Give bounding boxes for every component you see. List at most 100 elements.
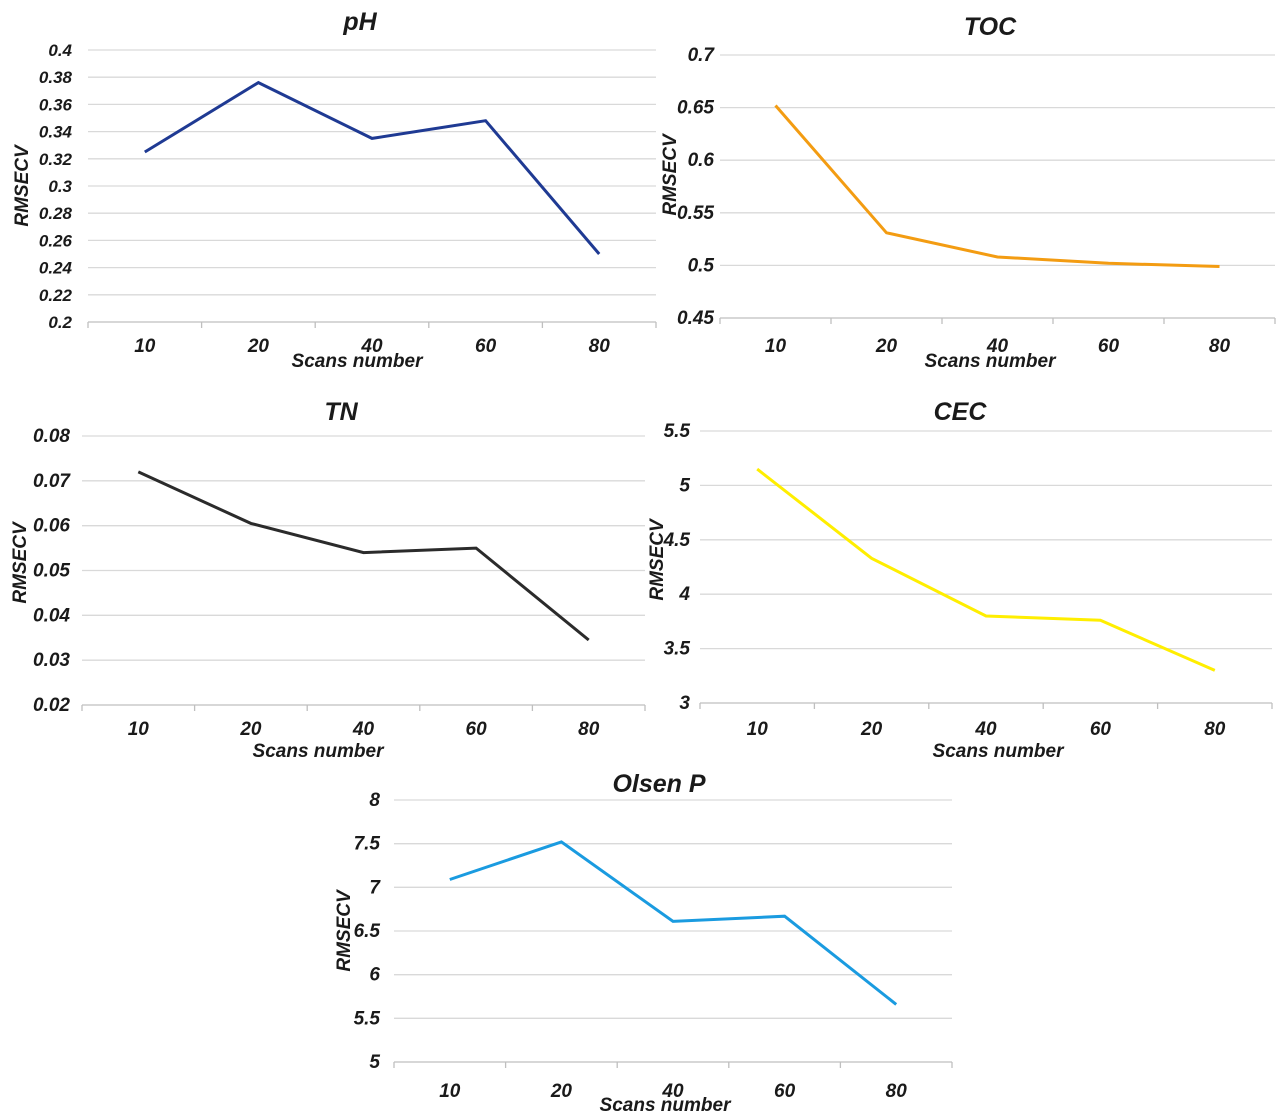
ph-x-tick-label: 40 — [360, 336, 383, 357]
tn-y-tick-label: 0.03 — [33, 650, 70, 671]
cec-x-axis-title: Scans number — [933, 741, 1066, 762]
ph-data-point — [257, 81, 260, 84]
ph-data-point — [371, 137, 374, 140]
ph-y-tick-label: 0.22 — [39, 286, 73, 305]
cec-data-point — [756, 468, 759, 471]
ph-x-axis-title: Scans number — [292, 351, 425, 372]
olsen-p-x-tick-label: 10 — [439, 1081, 461, 1102]
cec-y-tick-label: 4 — [678, 584, 690, 605]
olsen-p-data-point — [448, 878, 451, 881]
ph-data-point — [484, 119, 487, 122]
ph-rmsecv-line — [144, 80, 601, 255]
ph-y-tick-label: 0.34 — [39, 123, 73, 142]
cec-data-point — [1099, 619, 1102, 622]
ph-y-tick-label: 0.26 — [39, 231, 73, 250]
olsen-p-y-tick-label: 6.5 — [354, 921, 381, 942]
ph-x-tick-label: 80 — [589, 336, 611, 357]
cec-x-tick-label: 60 — [1090, 719, 1112, 740]
toc-y-tick-label: 0.6 — [688, 150, 715, 171]
toc-y-tick-label: 0.65 — [677, 98, 714, 119]
toc-chart-panel: 0.45 0.5 0.55 0.6 0.65 0.7 10 20 40 60 80 TOC Scans … — [660, 13, 1276, 372]
olsen-p-y-tick-label: 5.5 — [354, 1008, 381, 1029]
ph-chart-title: pH — [342, 8, 377, 36]
olsen-p-y-tick-label: 5 — [369, 1052, 380, 1073]
olsen-p-x-tick-label: 60 — [774, 1081, 796, 1102]
olsen-p-data-point — [895, 1003, 898, 1006]
tn-x-tick-label: 20 — [239, 719, 262, 740]
tn-x-tick-label: 80 — [578, 719, 600, 740]
cec-y-tick-label: 3.5 — [664, 639, 691, 660]
olsen-p-rmsecv-line — [449, 840, 898, 1006]
ph-x-tick-label: 60 — [475, 336, 497, 357]
olsen-p-x-tick-label: 40 — [661, 1081, 684, 1102]
tn-y-tick-label: 0.08 — [33, 426, 70, 447]
toc-data-point — [996, 255, 999, 258]
cec-y-tick-label: 4.5 — [663, 530, 691, 551]
toc-x-tick-label: 80 — [1209, 336, 1231, 357]
ph-y-tick-label: 0.4 — [48, 41, 72, 60]
toc-y-tick-label: 0.45 — [677, 308, 714, 329]
cec-chart-panel: 3 3.5 4 4.5 5 5.5 10 20 40 60 80 CEC Scans number RMS… — [647, 398, 1273, 762]
tn-chart-title: TN — [324, 398, 358, 426]
olsen-p-y-tick-label: 7 — [369, 877, 381, 898]
ph-y-tick-label: 0.24 — [39, 259, 73, 278]
olsen-p-y-tick-label: 8 — [369, 790, 380, 811]
tn-data-point — [587, 638, 590, 641]
toc-x-tick-label: 60 — [1098, 336, 1120, 357]
tn-data-point — [137, 470, 140, 473]
toc-x-axis-title: Scans number — [925, 351, 1058, 372]
toc-chart-title: TOC — [964, 13, 1017, 41]
toc-rmsecv-line — [774, 104, 1220, 268]
cec-x-tick-label: 40 — [974, 719, 997, 740]
olsen-p-data-point — [672, 920, 675, 923]
tn-x-tick-label: 60 — [466, 719, 488, 740]
cec-x-tick-label: 80 — [1204, 719, 1226, 740]
tn-y-tick-label: 0.02 — [33, 695, 70, 716]
toc-y-tick-label: 0.5 — [688, 255, 715, 276]
ph-x-tick-label: 20 — [247, 336, 270, 357]
toc-y-tick-label: 0.7 — [688, 45, 716, 66]
tn-x-tick-label: 10 — [128, 719, 150, 740]
olsen-p-y-tick-label: 7.5 — [354, 834, 381, 855]
cec-rmsecv-line — [756, 467, 1216, 672]
toc-data-point — [885, 231, 888, 234]
ph-y-tick-label: 0.28 — [39, 204, 73, 223]
tn-y-tick-label: 0.04 — [33, 605, 70, 626]
ph-data-point — [143, 151, 146, 154]
tn-y-axis-title: RMSECV — [10, 521, 31, 604]
cec-y-tick-label: 5.5 — [664, 421, 691, 442]
tn-data-point — [475, 547, 478, 550]
toc-y-axis-title: RMSECV — [660, 133, 681, 216]
cec-y-tick-label: 3 — [679, 693, 690, 714]
ph-y-tick-label: 0.36 — [39, 95, 73, 114]
olsen-p-chart-title: Olsen P — [612, 770, 705, 798]
tn-y-tick-label: 0.05 — [33, 561, 70, 582]
tn-x-axis-title: Scans number — [253, 741, 386, 762]
ph-y-tick-label: 0.32 — [39, 150, 73, 169]
olsen-p-x-tick-label: 20 — [550, 1081, 573, 1102]
toc-y-tick-label: 0.55 — [677, 203, 714, 224]
ph-data-point — [598, 253, 601, 256]
olsen-p-chart-panel: 5 5.5 6 6.5 7 7.5 8 10 20 40 60 80 Olsen P Scans numb… — [334, 770, 953, 1115]
olsen-p-y-tick-label: 6 — [369, 965, 380, 986]
olsen-p-x-tick-label: 80 — [886, 1081, 908, 1102]
cec-x-tick-label: 10 — [747, 719, 769, 740]
cec-y-axis-title: RMSECV — [647, 518, 668, 601]
tn-rmsecv-line — [137, 470, 590, 642]
tn-y-tick-label: 0.07 — [33, 471, 71, 492]
cec-data-point — [1213, 669, 1216, 672]
toc-data-point — [1218, 265, 1221, 268]
tn-chart-panel: 0.02 0.03 0.04 0.05 0.06 0.07 0.08 10 20 40 60 80 TN… — [10, 398, 646, 762]
olsen-p-data-point — [783, 915, 786, 918]
toc-x-tick-label: 40 — [986, 336, 1009, 357]
olsen-p-y-axis-title: RMSECV — [334, 889, 355, 972]
ph-x-tick-label: 10 — [134, 336, 156, 357]
cec-y-tick-label: 5 — [679, 475, 690, 496]
ph-y-tick-label: 0.38 — [39, 68, 73, 87]
ph-chart-panel: 0.2 0.22 0.24 0.26 0.28 0.3 0.32 0.34 0.36 0.38 0.… — [12, 8, 657, 372]
ph-y-axis-title: RMSECV — [12, 144, 33, 227]
cec-data-point — [985, 614, 988, 617]
cec-chart-title: CEC — [934, 398, 988, 426]
toc-x-tick-label: 20 — [875, 336, 898, 357]
